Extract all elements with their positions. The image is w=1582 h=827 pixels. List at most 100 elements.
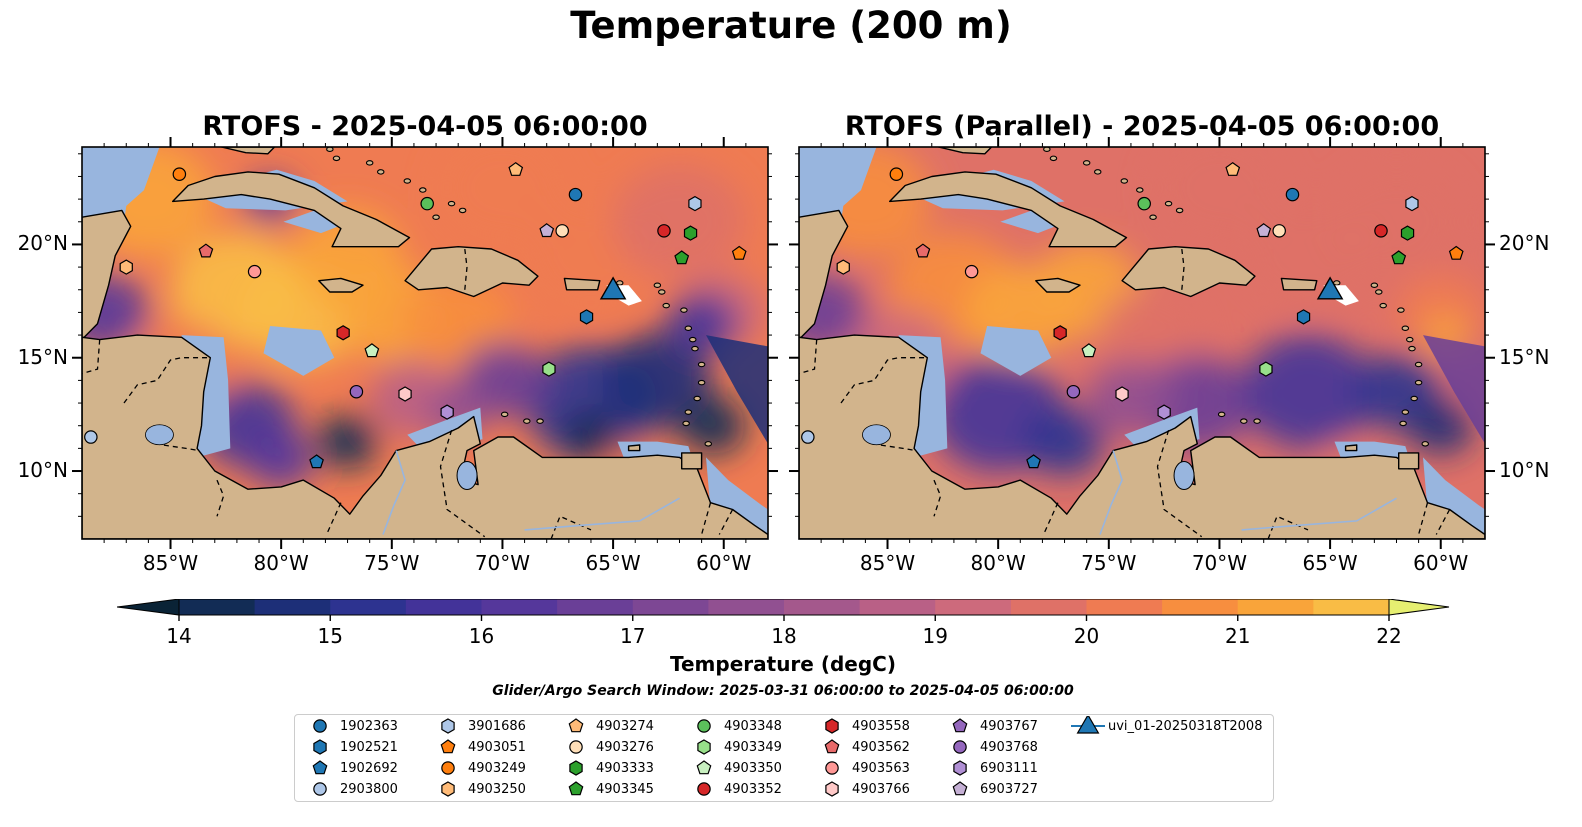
legend-marker — [568, 781, 584, 796]
legend-item: 4903333 — [559, 758, 654, 778]
pentagon-marker-icon — [440, 739, 456, 754]
legend-label: 4903348 — [724, 718, 782, 734]
triangle-marker-icon — [1071, 716, 1105, 734]
float-marker-4903349 — [1259, 361, 1273, 377]
hexagon-marker-icon — [569, 760, 583, 776]
legend-marker — [568, 718, 584, 733]
float-marker-4903349 — [542, 361, 556, 377]
legend-label: 4903051 — [468, 739, 526, 755]
float-marker-4903768 — [349, 384, 364, 399]
colorbar-segment — [405, 599, 482, 615]
legend-item: 2903800 — [303, 779, 398, 799]
legend-marker — [697, 739, 711, 755]
pentagon-marker-icon — [952, 718, 968, 733]
legend-label: 4903333 — [596, 760, 654, 776]
x-tick-label: 80°W — [970, 551, 1026, 575]
panel-title-rtofs-parallel: RTOFS (Parallel) - 2025-04-05 06:00:00 — [844, 111, 1440, 142]
x-tick-label: 75°W — [1081, 551, 1137, 575]
pentagon-marker-icon — [568, 718, 584, 733]
legend-item: 4903345 — [559, 779, 654, 799]
float-marker-2903800 — [84, 430, 98, 444]
float-marker-4903766 — [398, 386, 412, 402]
argo-float-markers — [84, 161, 747, 469]
float-marker-4903051 — [1448, 245, 1464, 260]
hexagon-marker-icon — [441, 718, 455, 734]
hexagon-marker-icon — [825, 781, 839, 797]
legend-marker — [313, 739, 327, 755]
x-tick-label: 85°W — [859, 551, 916, 575]
pentagon-marker-icon — [568, 781, 584, 796]
colorbar-tick-label: 22 — [1376, 624, 1402, 648]
colorbar-tick-label: 19 — [922, 624, 948, 648]
map-panel-rtofs-parallel — [799, 147, 1485, 539]
y-tick-label: 20°N — [1499, 231, 1550, 256]
legend-label: 4903563 — [852, 760, 910, 776]
float-marker-3901686 — [688, 195, 702, 212]
legend-label: uvi_01-20250318T2008 — [1108, 718, 1263, 734]
circle-marker-icon — [697, 719, 711, 733]
float-marker-1902363 — [568, 187, 583, 202]
legend-marker — [569, 740, 583, 754]
legend-label: 4903349 — [724, 739, 782, 755]
legend-label: 3901686 — [468, 718, 526, 734]
float-marker-4903563 — [247, 264, 262, 279]
circle-marker-icon — [313, 782, 327, 796]
legend-item: uvi_01-20250318T2008 — [1071, 716, 1262, 736]
colorbar-segment — [632, 599, 709, 615]
float-marker-4903333 — [1400, 225, 1415, 241]
float-marker-6903727 — [1256, 223, 1272, 238]
legend-label: 4903350 — [724, 760, 782, 776]
y-tick-label: 15°N — [1499, 344, 1550, 369]
float-marker-4903250 — [119, 259, 133, 275]
float-marker-4903249 — [889, 167, 904, 181]
legend-item: 3901686 — [431, 716, 526, 736]
legend-marker — [825, 781, 839, 797]
colorbar — [116, 598, 1451, 623]
legend-label: 1902521 — [340, 739, 398, 755]
legend-label: 1902692 — [340, 760, 398, 776]
legend-item: 4903349 — [687, 737, 782, 757]
float-marker-4903563 — [964, 264, 979, 279]
legend-marker — [953, 740, 967, 754]
colorbar-tick-label: 21 — [1225, 624, 1251, 648]
legend-marker — [825, 761, 839, 775]
x-tick-label: 65°W — [1302, 551, 1358, 575]
float-marker-4903276 — [1272, 224, 1286, 238]
colorbar-segment — [1237, 599, 1314, 615]
float-marker-6903111 — [440, 404, 454, 420]
float-marker-1902692 — [309, 454, 324, 469]
float-marker-4903766 — [1115, 386, 1129, 402]
legend-label: 2903800 — [340, 781, 398, 797]
colorbar-segment — [708, 599, 785, 615]
legend-marker — [825, 718, 839, 734]
legend-item: 4903051 — [431, 737, 526, 757]
float-marker-4903345 — [674, 250, 690, 265]
x-tick-label: 60°W — [1413, 551, 1469, 575]
legend-item: 6903727 — [943, 779, 1038, 799]
legend-item: 1902692 — [303, 758, 398, 778]
legend-item: 4903249 — [431, 758, 526, 778]
legend-item: 4903348 — [687, 716, 782, 736]
pentagon-marker-icon — [824, 739, 840, 754]
colorbar-tick-label: 15 — [317, 624, 343, 648]
y-tick-label: 10°N — [1499, 458, 1550, 483]
float-marker-1902363 — [1285, 187, 1300, 202]
hexagon-marker-icon — [697, 739, 711, 755]
legend-label: 4903766 — [852, 781, 910, 797]
circle-marker-icon — [697, 782, 711, 796]
y-tick-label: 10°N — [17, 458, 68, 483]
float-marker-1902521 — [579, 309, 594, 325]
y-tick-label: 15°N — [17, 344, 68, 369]
float-marker-4903051 — [731, 245, 747, 260]
colorbar-segment — [1313, 599, 1390, 615]
colorbar-segment — [1010, 599, 1087, 615]
colorbar-extend-high — [1388, 598, 1450, 616]
colorbar-tick-label: 14 — [166, 624, 192, 648]
legend-marker — [952, 718, 968, 733]
legend-item: 6903111 — [943, 758, 1038, 778]
float-marker-4903250 — [836, 259, 850, 275]
legend-label: 4903767 — [980, 718, 1038, 734]
float-marker-4903768 — [1066, 384, 1081, 399]
argo-float-markers — [801, 161, 1464, 469]
